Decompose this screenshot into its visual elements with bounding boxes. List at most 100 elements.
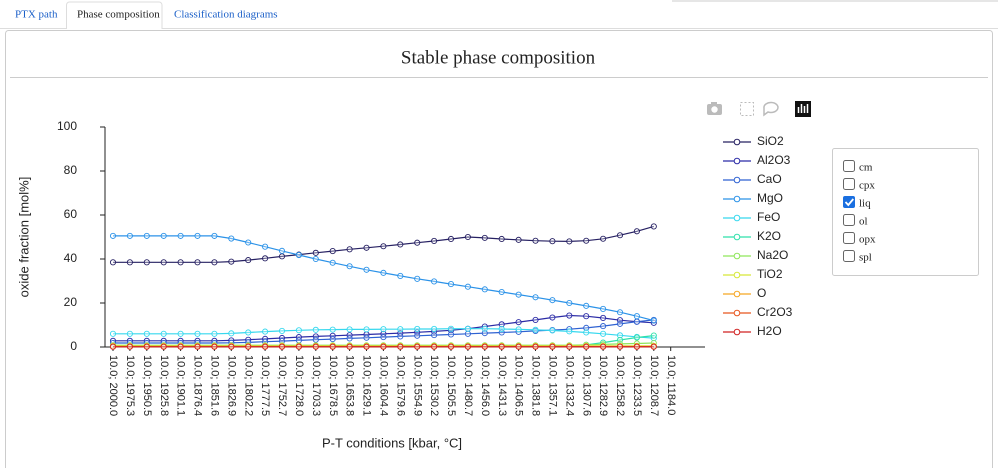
y-tick-label: 80 [64, 163, 78, 177]
plot-icon[interactable] [795, 101, 811, 117]
data-point [262, 328, 269, 335]
data-point [329, 336, 336, 343]
phase-label: cm [859, 162, 873, 174]
data-point [650, 317, 657, 324]
phase-label: opx [859, 234, 876, 246]
checkbox[interactable] [843, 250, 855, 262]
x-tick-label: 10.0; 1925.8 [158, 355, 170, 416]
x-tick-label: 10.0; 1728.0 [293, 355, 305, 416]
data-point [363, 326, 370, 333]
data-point [160, 330, 167, 337]
data-point [397, 241, 404, 248]
checkbox-checked[interactable] [843, 196, 855, 208]
data-point [481, 234, 488, 241]
data-point [126, 330, 133, 337]
data-point [447, 325, 455, 332]
x-tick-label: 10.0; 1802.2 [242, 355, 254, 416]
legend-label[interactable]: SiO2 [757, 134, 784, 148]
camera-icon[interactable] [707, 102, 722, 115]
data-point [481, 330, 488, 337]
data-point [194, 330, 201, 337]
series-line [113, 342, 654, 346]
data-point [312, 336, 319, 343]
data-point [566, 299, 573, 307]
legend-label[interactable]: K2O [757, 229, 781, 243]
series-line [113, 314, 654, 342]
legend-label[interactable]: FeO [757, 210, 780, 224]
data-point [278, 253, 286, 260]
data-point [380, 326, 387, 333]
data-point [447, 281, 455, 288]
data-point [346, 335, 353, 342]
data-point [312, 255, 319, 263]
data-point [194, 343, 201, 350]
data-point [363, 334, 370, 341]
data-point [498, 235, 505, 243]
data-point [143, 343, 150, 350]
legend-label[interactable]: TiO2 [757, 267, 783, 281]
data-point [228, 343, 235, 350]
box-select-icon[interactable] [740, 102, 754, 116]
data-point [549, 238, 556, 245]
data-point [464, 330, 471, 337]
data-point [346, 343, 353, 350]
data-point [633, 343, 640, 350]
legend-marker [733, 157, 741, 165]
data-point [397, 272, 404, 279]
legend-label[interactable]: Cr2O3 [757, 305, 793, 319]
data-point [329, 248, 336, 255]
data-point [549, 327, 556, 334]
x-tick-label: 10.0; 1307.6 [580, 355, 592, 416]
data-point [583, 329, 590, 336]
data-point [143, 330, 150, 337]
data-point [566, 343, 573, 350]
data-point [498, 343, 505, 350]
checkbox[interactable] [843, 232, 855, 244]
data-point [566, 328, 573, 335]
data-point [363, 343, 370, 350]
data-point [312, 343, 319, 350]
data-point [431, 343, 438, 350]
x-tick-label: 10.0; 1975.3 [124, 355, 136, 416]
legend-label[interactable]: Na2O [757, 248, 788, 262]
data-point [431, 278, 438, 285]
data-point [262, 243, 269, 250]
data-point [177, 330, 184, 337]
legend-marker [733, 176, 741, 184]
legend-label[interactable]: H2O [757, 324, 782, 338]
data-point [515, 319, 522, 326]
data-point [532, 237, 539, 244]
legend-label[interactable]: O [757, 286, 766, 300]
legend-label[interactable]: CaO [757, 172, 782, 186]
data-point [515, 343, 522, 350]
data-point [481, 343, 488, 350]
x-tick-label: 10.0; 1901.1 [175, 355, 187, 416]
x-tick-label: 10.0; 1332.4 [563, 355, 575, 416]
data-point [329, 343, 336, 350]
checkbox[interactable] [843, 214, 855, 226]
checkbox[interactable] [843, 178, 855, 190]
legend-label[interactable]: Al2O3 [757, 153, 791, 167]
data-point [278, 247, 286, 254]
legend-marker [733, 328, 741, 336]
data-point [633, 313, 640, 320]
x-tick-label: 10.0; 1480.7 [462, 355, 474, 416]
data-point [600, 323, 607, 330]
tab-label[interactable]: PTX path [15, 9, 58, 21]
data-point [566, 238, 573, 245]
checkbox[interactable] [843, 160, 855, 172]
phase-label: cpx [859, 180, 875, 192]
data-point [380, 343, 387, 350]
x-tick-label: 10.0; 1406.5 [513, 355, 525, 416]
legend-label[interactable]: MgO [757, 191, 783, 205]
lasso-icon[interactable] [763, 101, 779, 117]
phase-label: liq [859, 198, 871, 210]
data-point [295, 343, 302, 350]
tab-label[interactable]: Phase composition [77, 9, 160, 21]
phase-label: ol [859, 216, 868, 228]
data-point [616, 343, 624, 350]
data-point [245, 239, 252, 246]
data-point [583, 313, 590, 320]
tab-label[interactable]: Classification diagrams [174, 9, 278, 21]
legend-marker [733, 271, 741, 279]
